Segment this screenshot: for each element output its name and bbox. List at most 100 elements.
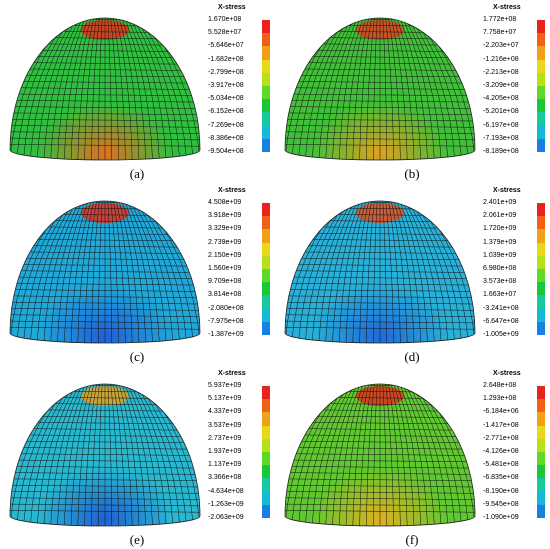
legend-value: 2.401e+09 — [483, 199, 517, 206]
legend-value: 2.648e+08 — [483, 382, 517, 389]
dome-mesh — [9, 17, 201, 161]
panel-d: X-stress 2.401e+09 2.061e+09 1.720e+09 1.379… — [275, 183, 550, 366]
legend-title: X-stress — [218, 4, 246, 11]
legend-swatch — [262, 478, 270, 492]
legend-value: -1.682e+08 — [208, 55, 244, 63]
legend-swatch — [537, 269, 545, 283]
legend-swatch — [537, 99, 545, 113]
legend-swatch — [262, 282, 270, 296]
legend-value: -9.545e+08 — [483, 500, 519, 508]
legend-swatch — [537, 112, 545, 126]
legend-swatch — [537, 203, 545, 217]
legend-value: 2.737e+09 — [208, 434, 242, 442]
legend-swatch — [262, 125, 270, 139]
legend-value: -9.504e+08 — [208, 148, 244, 155]
legend-swatch — [262, 465, 270, 479]
legend-swatch — [537, 138, 545, 152]
legend-swatch — [537, 86, 545, 100]
legend-title: X-stress — [493, 187, 521, 194]
legend-value: 3.573e+08 — [483, 278, 517, 286]
legend-title: X-stress — [493, 4, 521, 11]
legend-value: -8.386e+08 — [208, 134, 244, 142]
legend-value: -4.205e+08 — [483, 95, 519, 103]
legend-value: 1.560e+09 — [208, 265, 242, 272]
legend-value: -2.203e+07 — [483, 42, 519, 50]
legend-swatch — [262, 491, 270, 505]
legend-value: 1.137e+09 — [208, 461, 242, 469]
legend-value: -6.647e+08 — [483, 317, 519, 325]
legend-swatch — [262, 20, 270, 34]
legend-value: 1.379e+09 — [483, 238, 517, 246]
legend-value: -7.975e+08 — [208, 317, 244, 325]
legend-swatch — [262, 242, 270, 256]
legend-value: -2.771e+08 — [483, 434, 519, 442]
legend-swatch — [262, 399, 270, 413]
legend-swatch — [262, 138, 270, 152]
legend-value: 6.980e+08 — [483, 265, 517, 272]
legend-swatch — [537, 321, 545, 335]
legend-swatch — [537, 491, 545, 505]
legend-value: -6.197e+08 — [483, 121, 519, 129]
panel-a: X-stress 1.670e+08 5.528e+07 -5.646e+07 -1.6… — [0, 0, 275, 183]
legend-swatch — [537, 412, 545, 426]
legend-swatch — [537, 33, 545, 47]
legend-swatch — [262, 203, 270, 217]
panel-caption: (b) — [404, 166, 420, 181]
legend-swatch — [262, 86, 270, 100]
legend-value: -5.034e+08 — [208, 95, 244, 103]
legend-swatch — [262, 255, 270, 269]
legend-value: 1.937e+09 — [208, 448, 242, 455]
legend-value: 2.739e+09 — [208, 238, 242, 246]
legend-swatch — [537, 308, 545, 322]
legend-value: 9.709e+08 — [208, 278, 242, 286]
legend-value: 2.061e+09 — [483, 212, 517, 220]
legend-value: 1.663e+07 — [483, 291, 517, 299]
legend-value: 3.537e+09 — [208, 421, 242, 429]
panel-caption: (c) — [129, 349, 145, 364]
legend-swatch — [262, 229, 270, 243]
legend-value: 1.039e+09 — [483, 251, 517, 259]
legend-swatch — [537, 295, 545, 309]
legend-swatch — [262, 269, 270, 283]
legend-swatch — [262, 425, 270, 439]
legend-value: -3.241e+08 — [483, 304, 519, 312]
legend-value: -6.835e+08 — [483, 474, 519, 482]
panel-f: X-stress 2.648e+08 1.293e+08 -6.184e+06 -1.4… — [275, 366, 550, 549]
legend-value: -6.152e+08 — [208, 108, 244, 116]
legend-title: X-stress — [493, 370, 521, 377]
legend-value: -4.634e+08 — [208, 487, 244, 495]
legend-swatch — [537, 399, 545, 413]
panel-b: X-stress 1.772e+08 7.758e+07 -2.203e+07 -1.2… — [275, 0, 550, 183]
legend-value: -7.269e+08 — [208, 121, 244, 129]
legend-value: 3.329e+09 — [208, 225, 242, 233]
legend-value: -8.189e+08 — [483, 148, 519, 155]
legend-value: -1.005e+09 — [483, 331, 519, 338]
legend-value: 3.918e+09 — [208, 212, 242, 220]
legend-swatch — [537, 216, 545, 230]
legend-swatch — [537, 452, 545, 466]
legend-swatch — [262, 308, 270, 322]
legend-swatch — [262, 72, 270, 86]
legend-value: 1.670e+08 — [208, 16, 242, 23]
legend-value: 5.137e+09 — [208, 395, 242, 403]
legend-value: 4.508e+09 — [208, 199, 242, 206]
legend-value: -2.063e+09 — [208, 514, 244, 521]
legend-swatch — [537, 20, 545, 34]
legend-value: -3.917e+08 — [208, 82, 244, 89]
legend-swatch — [537, 59, 545, 73]
legend-value: -6.184e+06 — [483, 408, 519, 416]
legend-swatch — [262, 504, 270, 518]
legend-value: -5.481e+08 — [483, 461, 519, 469]
legend-value: -4.126e+08 — [483, 448, 519, 455]
panel-caption: (f) — [405, 532, 419, 547]
legend-swatch — [262, 386, 270, 400]
legend-value: -8.190e+08 — [483, 487, 519, 495]
legend-swatch — [262, 33, 270, 47]
legend-value: -2.213e+08 — [483, 68, 519, 76]
legend-swatch — [537, 478, 545, 492]
legend-swatch — [262, 46, 270, 60]
legend-swatch — [537, 46, 545, 60]
panel-c: X-stress 4.508e+09 3.918e+09 3.329e+09 2.739… — [0, 183, 275, 366]
legend-value: 3.366e+08 — [208, 474, 242, 482]
legend-value: -5.201e+08 — [483, 108, 519, 116]
